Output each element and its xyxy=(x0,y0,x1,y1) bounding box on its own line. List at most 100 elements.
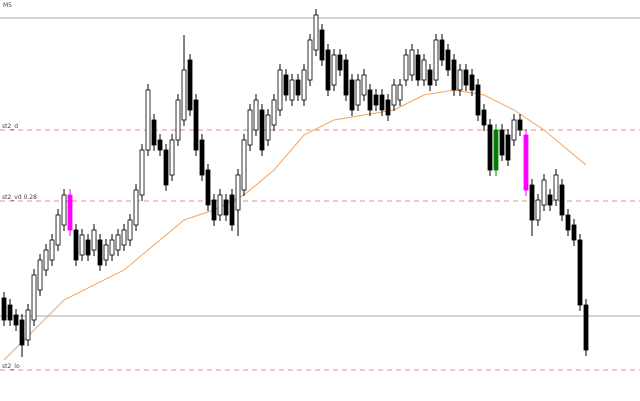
candle-body xyxy=(289,79,295,101)
candle-body xyxy=(421,59,427,81)
candle-body xyxy=(67,194,73,231)
candle-body xyxy=(271,99,277,126)
candle-body xyxy=(565,214,571,231)
candle-body xyxy=(391,84,397,106)
candle-body xyxy=(433,39,439,81)
candle-body xyxy=(103,244,109,261)
candle-body xyxy=(361,74,367,96)
candle-body xyxy=(553,174,559,201)
candle-body xyxy=(1,297,7,321)
candle-body xyxy=(187,59,193,111)
candle-body xyxy=(319,29,325,61)
candle-body xyxy=(223,199,229,216)
candle-body xyxy=(115,234,121,251)
candle-body xyxy=(307,39,313,81)
candle-body xyxy=(451,59,457,91)
candle-body xyxy=(487,124,493,171)
candle-body xyxy=(409,49,415,76)
candle-body xyxy=(343,59,349,96)
candle-body xyxy=(439,39,445,61)
candle-body xyxy=(241,139,247,191)
candle-body xyxy=(211,199,217,221)
candle-body xyxy=(205,169,211,206)
candle-body xyxy=(403,54,409,81)
candle-body xyxy=(505,134,511,161)
candle-body xyxy=(49,239,55,261)
candle-body xyxy=(91,229,97,251)
candle-body xyxy=(61,194,67,226)
candle-body xyxy=(37,259,43,291)
candle-body xyxy=(523,134,529,191)
candle-body xyxy=(511,119,517,141)
candle-body xyxy=(379,94,385,111)
candle-body xyxy=(265,114,271,141)
candle-body xyxy=(109,239,115,256)
candle-body xyxy=(13,314,19,326)
candle-body xyxy=(373,94,379,106)
candle-body xyxy=(97,239,103,266)
candle-body xyxy=(541,179,547,206)
candle-body xyxy=(259,109,265,151)
candle-body xyxy=(169,139,175,176)
candle-body xyxy=(295,79,301,96)
candle-body xyxy=(577,239,583,306)
candle-body xyxy=(73,229,79,261)
candle-body xyxy=(313,14,319,51)
candle-body xyxy=(229,194,235,226)
candle-body xyxy=(481,109,487,126)
candle-body xyxy=(559,184,565,216)
candle-body xyxy=(331,54,337,86)
level-label: st2_d xyxy=(2,123,18,130)
candle-body xyxy=(253,99,259,131)
level-label: st2_lo xyxy=(2,363,20,370)
candle-body xyxy=(475,84,481,116)
candle-body xyxy=(397,84,403,101)
candle-body xyxy=(355,79,361,106)
candle-body xyxy=(127,219,133,241)
candle-body xyxy=(493,129,499,171)
candle-body xyxy=(337,54,343,71)
candle-body xyxy=(133,189,139,226)
candle-body xyxy=(517,119,523,131)
candle-body xyxy=(385,99,391,116)
candle-body xyxy=(145,89,151,151)
candle-body xyxy=(535,199,541,221)
candle-body xyxy=(163,149,169,186)
chart-title: M5 xyxy=(3,2,12,9)
candle-body xyxy=(457,69,463,91)
candle-body xyxy=(7,304,13,321)
candle-body xyxy=(277,69,283,111)
candle-body xyxy=(235,174,241,211)
candle-body xyxy=(349,79,355,111)
candle-body xyxy=(43,249,49,271)
candle-body xyxy=(463,69,469,86)
candle-body xyxy=(415,54,421,81)
candle-body xyxy=(31,274,37,321)
candle-body xyxy=(25,309,31,341)
level-label: st2_vd 0.28 xyxy=(2,194,37,201)
candle-body xyxy=(157,139,163,151)
candle-body xyxy=(583,304,589,351)
candle-body xyxy=(217,194,223,216)
candle-body xyxy=(193,99,199,151)
candle-body xyxy=(199,139,205,176)
candle-body xyxy=(367,89,373,111)
candle-body xyxy=(181,69,187,121)
candle-body xyxy=(469,74,475,91)
candle-body xyxy=(175,99,181,141)
candle-body xyxy=(151,119,157,146)
candle-body xyxy=(499,129,505,156)
candle-body xyxy=(85,239,91,256)
candle-body xyxy=(529,184,535,221)
candle-body xyxy=(325,49,331,91)
candle-body xyxy=(121,229,127,246)
candle-body xyxy=(301,69,307,101)
candle-body xyxy=(571,224,577,241)
candle-body xyxy=(283,74,289,96)
candle-body xyxy=(19,319,25,346)
candle-body xyxy=(445,49,451,71)
candle-body xyxy=(139,149,145,196)
candle-body xyxy=(247,109,253,146)
